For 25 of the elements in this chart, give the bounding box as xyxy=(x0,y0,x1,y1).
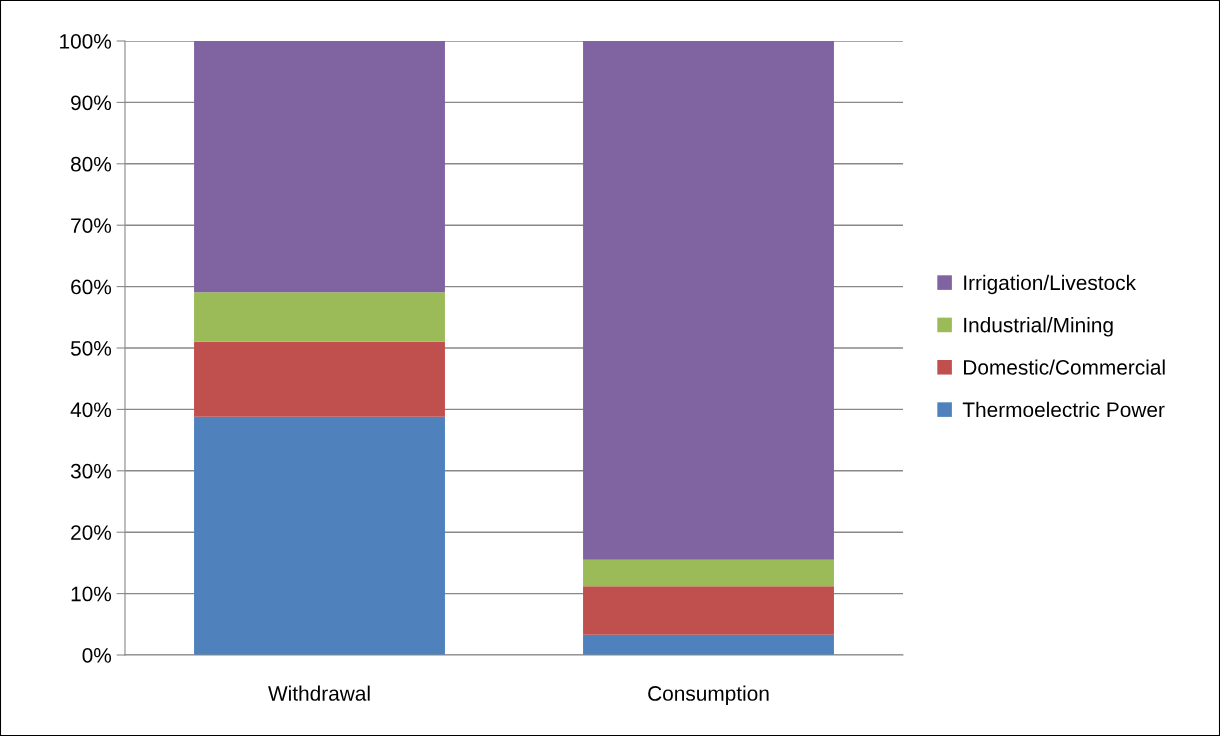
bar xyxy=(583,41,834,560)
legend-label: Industrial/Mining xyxy=(964,317,1113,337)
y-tick-label: 60% xyxy=(71,279,112,295)
bar xyxy=(583,586,834,635)
bar xyxy=(583,634,834,655)
y-tick-label: 40% xyxy=(70,402,112,418)
legend-label: Domestic/Commercial xyxy=(964,359,1165,375)
y-tick-label: 10% xyxy=(71,586,112,602)
y-tick-label: 70% xyxy=(71,218,112,233)
bar xyxy=(194,292,445,342)
y-tick-label: 50% xyxy=(70,341,112,356)
y-tick-label: 100% xyxy=(60,34,112,49)
y-tick-label: 30% xyxy=(70,463,112,479)
legend-label: Irrigation/Livestock xyxy=(964,274,1137,295)
bar xyxy=(194,41,445,293)
legend-label: Thermoelectric Power xyxy=(962,401,1165,418)
bar xyxy=(194,416,445,655)
x-tick-label: Consumption xyxy=(648,685,769,705)
x-tick-label: Withdrawal xyxy=(268,685,370,701)
bar xyxy=(583,559,834,587)
y-tick-label: 90% xyxy=(71,95,112,111)
y-tick-label: 0% xyxy=(82,648,112,663)
y-tick-label: 80% xyxy=(71,156,112,172)
y-tick-label: 20% xyxy=(71,525,112,540)
bar xyxy=(194,341,445,417)
